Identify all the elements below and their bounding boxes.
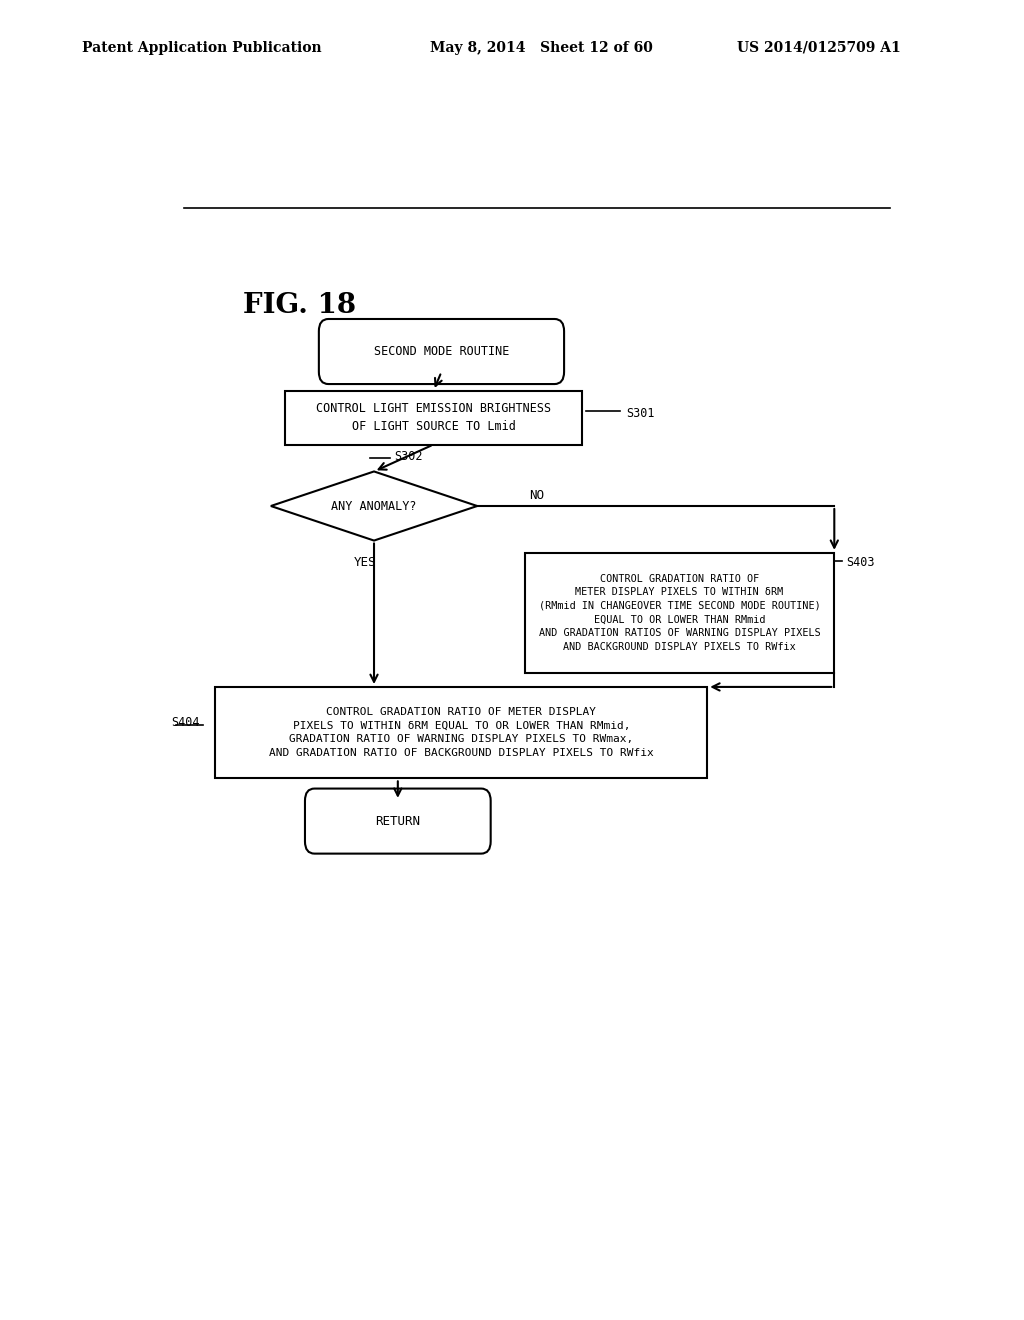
Text: S301: S301	[626, 407, 654, 420]
Text: YES: YES	[354, 557, 377, 569]
Bar	[215, 686, 708, 779]
Text: FIG. 18: FIG. 18	[243, 292, 356, 319]
FancyBboxPatch shape	[305, 788, 490, 854]
Bar	[524, 553, 835, 673]
Polygon shape	[270, 471, 477, 541]
Text: S302: S302	[394, 450, 422, 463]
Text: NO: NO	[528, 490, 544, 503]
FancyBboxPatch shape	[318, 319, 564, 384]
Text: ANY ANOMALY?: ANY ANOMALY?	[332, 499, 417, 512]
Text: US 2014/0125709 A1: US 2014/0125709 A1	[737, 41, 901, 54]
Text: Patent Application Publication: Patent Application Publication	[82, 41, 322, 54]
Text: RETURN: RETURN	[376, 814, 420, 828]
Text: S404: S404	[172, 715, 200, 729]
Text: CONTROL LIGHT EMISSION BRIGHTNESS
OF LIGHT SOURCE TO Lmid: CONTROL LIGHT EMISSION BRIGHTNESS OF LIG…	[316, 403, 551, 433]
Text: CONTROL GRADATION RATIO OF
METER DISPLAY PIXELS TO WITHIN δRM
(RMmid IN CHANGEOV: CONTROL GRADATION RATIO OF METER DISPLAY…	[539, 574, 820, 652]
Text: SECOND MODE ROUTINE: SECOND MODE ROUTINE	[374, 345, 509, 358]
Text: CONTROL GRADATION RATIO OF METER DISPLAY
PIXELS TO WITHIN δRM EQUAL TO OR LOWER : CONTROL GRADATION RATIO OF METER DISPLAY…	[269, 708, 653, 758]
Bar	[285, 391, 583, 445]
Text: S403: S403	[846, 557, 874, 569]
Text: May 8, 2014   Sheet 12 of 60: May 8, 2014 Sheet 12 of 60	[430, 41, 653, 54]
